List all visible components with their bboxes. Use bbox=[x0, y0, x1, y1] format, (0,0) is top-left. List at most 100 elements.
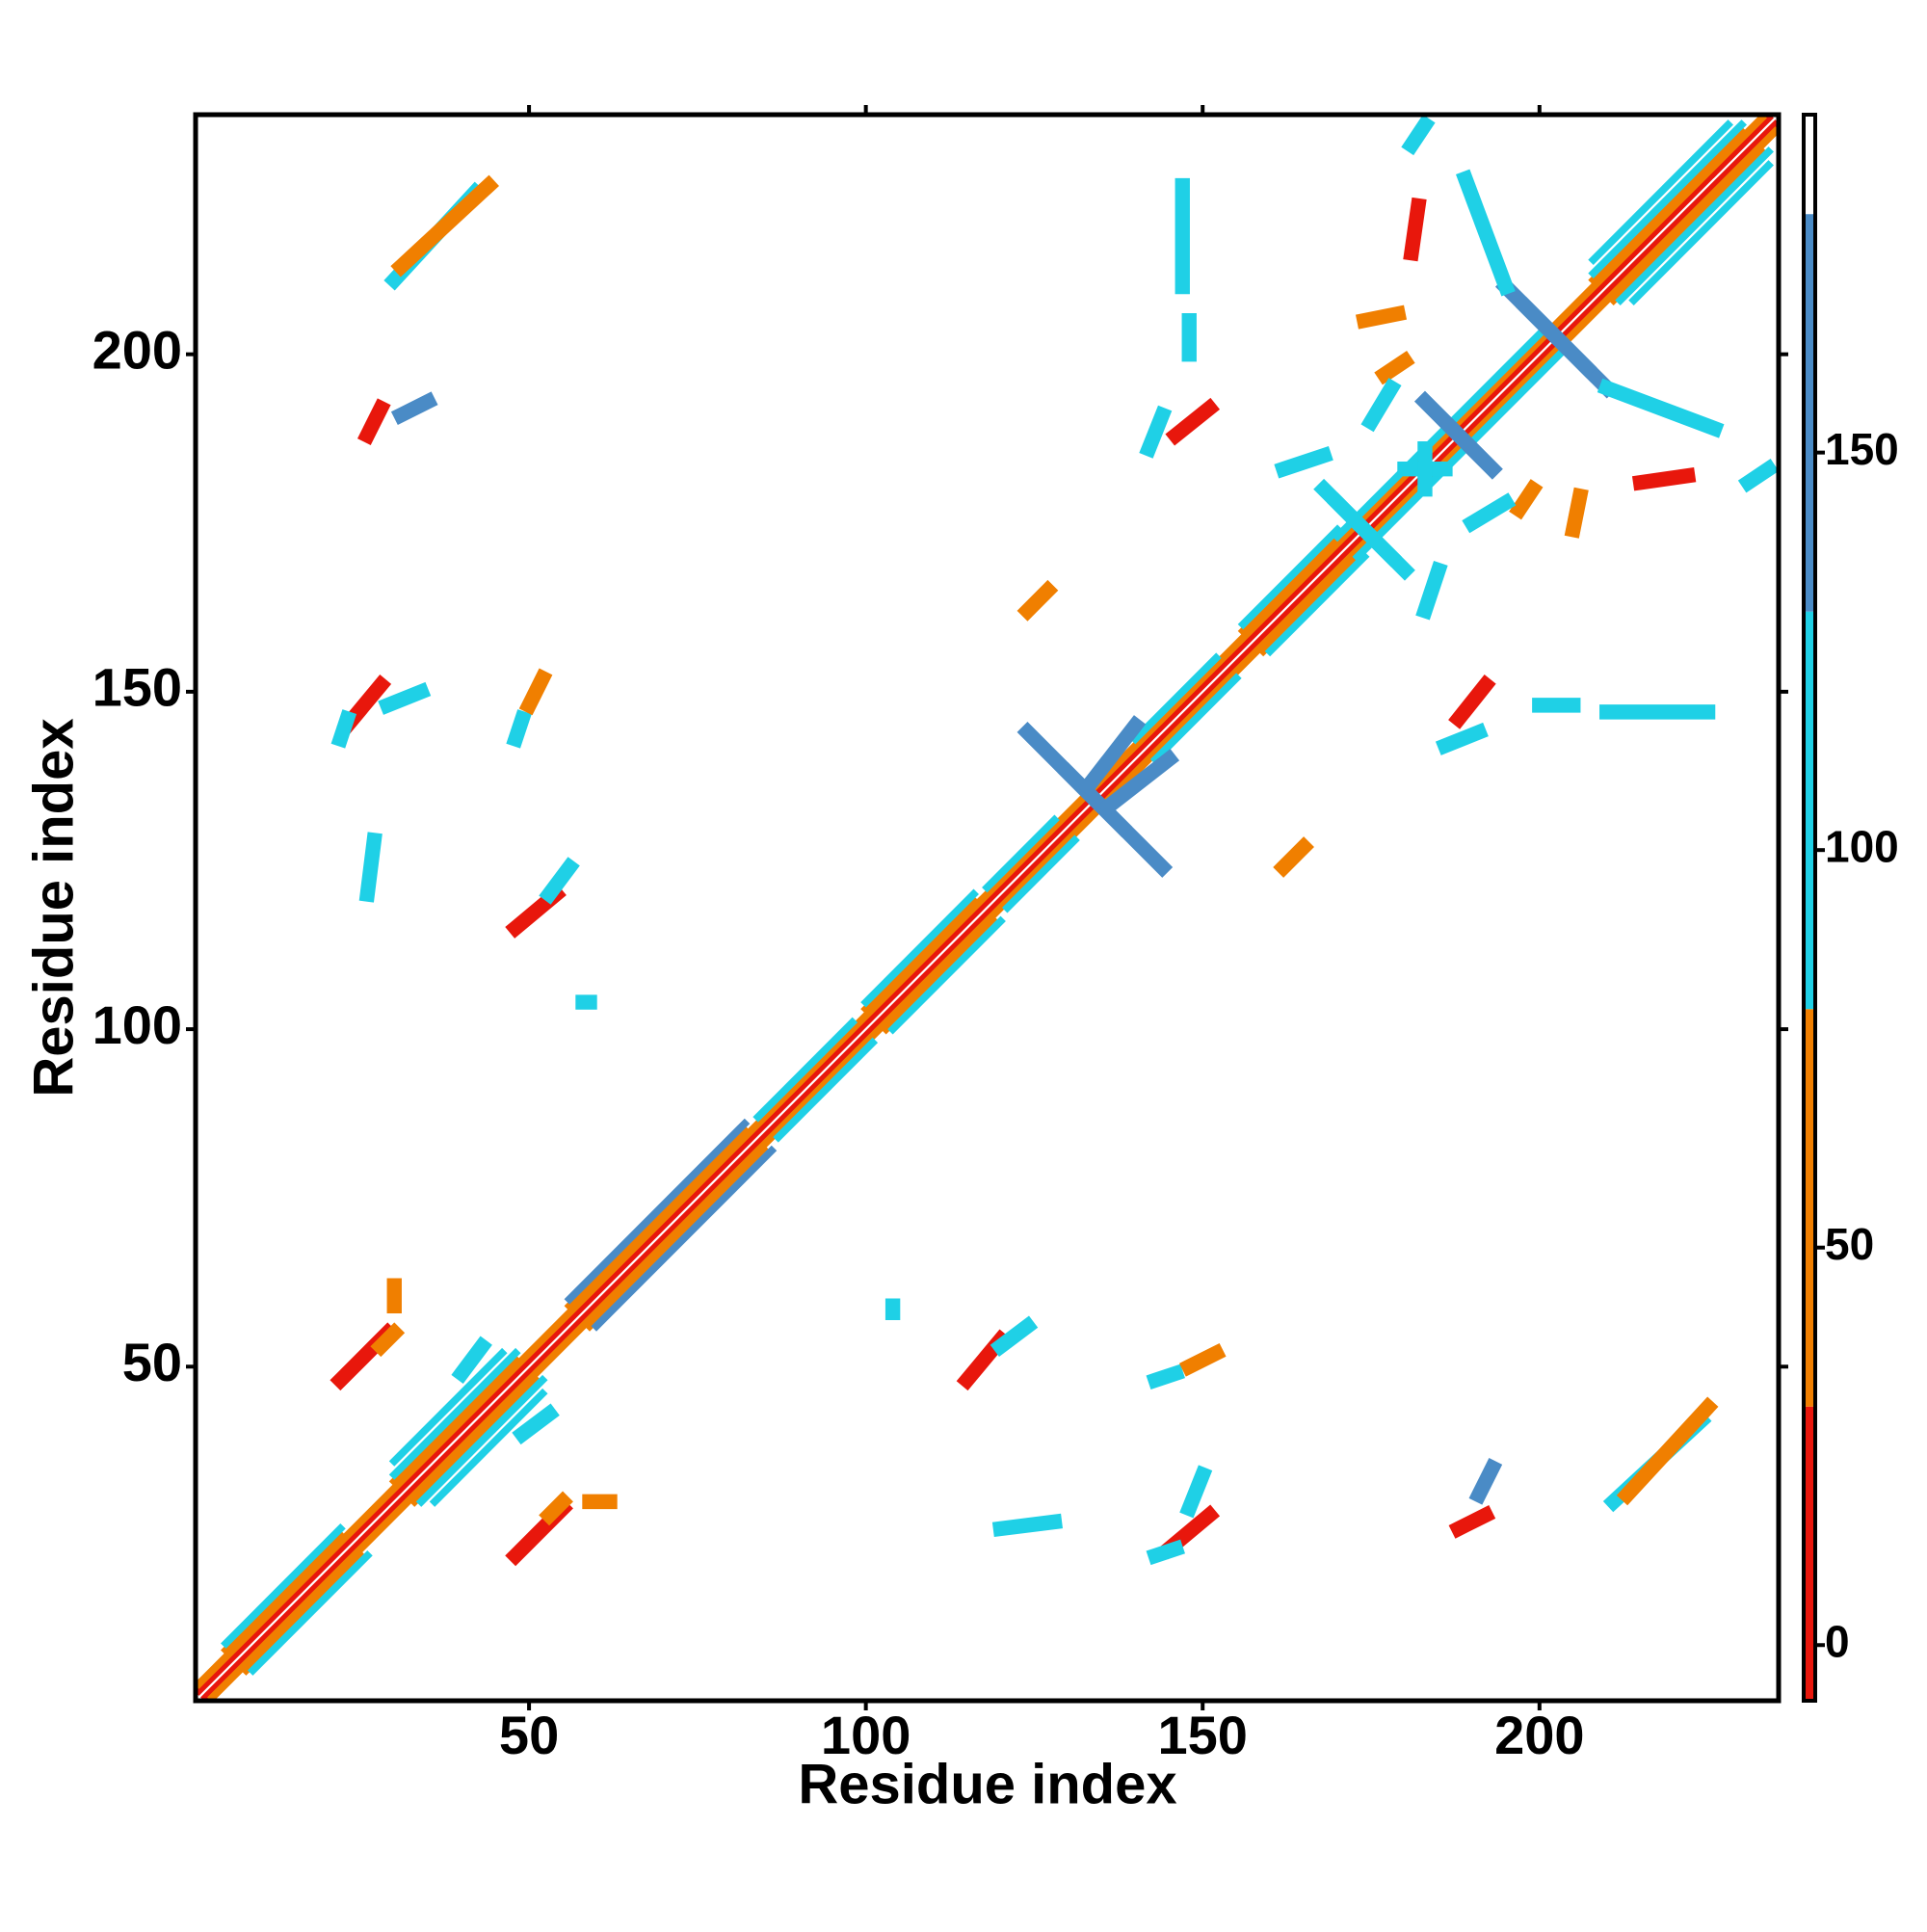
contact-patch bbox=[1468, 1458, 1503, 1505]
diagonal-band bbox=[1628, 160, 1774, 306]
contact-patch bbox=[1165, 397, 1221, 446]
contact-patch bbox=[1179, 1465, 1213, 1519]
y-tick-label: 100 bbox=[92, 994, 182, 1055]
contact-patch bbox=[1273, 836, 1314, 878]
contact-patch bbox=[356, 398, 391, 446]
diagonal-band bbox=[221, 1522, 346, 1649]
contact-patch bbox=[1462, 492, 1517, 534]
colorbar-segment bbox=[1804, 1009, 1815, 1407]
contact-patch bbox=[1435, 722, 1489, 755]
diagonal-band bbox=[1588, 119, 1747, 279]
contact-patch bbox=[1455, 169, 1516, 297]
contact-patch bbox=[1403, 197, 1427, 262]
diagonal-band bbox=[591, 1145, 778, 1332]
colorbar-tick-label: 0 bbox=[1825, 1616, 1850, 1666]
contact-patch bbox=[1274, 445, 1333, 479]
contact-patch bbox=[1374, 350, 1415, 385]
diagonal-band bbox=[752, 1017, 858, 1123]
contact-patch bbox=[1146, 1363, 1185, 1390]
diagonal-band bbox=[860, 895, 979, 1015]
contact-patch bbox=[1494, 276, 1597, 379]
contact-patch bbox=[1597, 378, 1725, 438]
diagonal-band bbox=[247, 1549, 373, 1676]
contact-patch bbox=[1097, 749, 1180, 817]
contact-patch bbox=[1355, 304, 1408, 330]
diagonal-band bbox=[1608, 146, 1767, 306]
diagonal-band bbox=[1002, 834, 1080, 913]
y-tick-label: 200 bbox=[92, 319, 182, 380]
colorbar-segment bbox=[1804, 115, 1815, 215]
contact-patch bbox=[1448, 675, 1496, 729]
contact-patch bbox=[539, 1491, 573, 1526]
contact-patch bbox=[390, 391, 438, 426]
diagonal-band bbox=[1149, 673, 1242, 765]
colorbar-tick-label: 50 bbox=[1825, 1219, 1874, 1269]
contact-patch bbox=[1448, 1505, 1496, 1539]
diagonal-band bbox=[388, 1347, 508, 1467]
contact-patch bbox=[358, 832, 383, 903]
contact-patch bbox=[1016, 579, 1059, 622]
diagonal-band bbox=[564, 1125, 751, 1311]
x-tick-label: 200 bbox=[1494, 1705, 1584, 1765]
contact-patch bbox=[378, 681, 432, 715]
diagonal-band bbox=[1129, 652, 1222, 745]
diagonal-band bbox=[1237, 524, 1343, 630]
diagonal-band bbox=[1588, 126, 1747, 286]
x-tick-label: 150 bbox=[1158, 1705, 1248, 1765]
contact-patch bbox=[1360, 378, 1402, 433]
contact-patch bbox=[539, 857, 580, 905]
contact-patch bbox=[390, 174, 499, 278]
diagonal-band bbox=[773, 1037, 879, 1143]
contact-patch bbox=[1415, 561, 1448, 621]
y-axis-title: Residue index bbox=[22, 718, 85, 1097]
y-tick-label: 50 bbox=[122, 1332, 182, 1392]
diagonal-band bbox=[881, 915, 999, 1035]
colorbar-tick-label: 100 bbox=[1825, 821, 1899, 871]
contact-patch bbox=[1414, 390, 1503, 480]
plot-border bbox=[193, 112, 1782, 1704]
diagonal-band bbox=[887, 915, 1006, 1035]
diagonal-band bbox=[196, 115, 1767, 1689]
diagonal-band bbox=[388, 1354, 521, 1487]
x-axis-title: Residue index bbox=[798, 1753, 1176, 1815]
contact-patch bbox=[1631, 467, 1697, 491]
contact-patch bbox=[506, 709, 532, 749]
diagonal-band bbox=[200, 119, 1779, 1701]
diagonal-band bbox=[196, 115, 1774, 1696]
contact-patch bbox=[1313, 478, 1402, 568]
contact-patch bbox=[451, 1336, 492, 1385]
diagonal-band bbox=[584, 1145, 771, 1332]
contact-patch bbox=[518, 668, 553, 716]
diagonal-band bbox=[1332, 329, 1545, 543]
contact-patch bbox=[1509, 479, 1544, 520]
colorbar-segment bbox=[1804, 611, 1815, 1010]
colorbar-segment bbox=[1804, 1406, 1815, 1701]
x-tick-label: 50 bbox=[499, 1705, 559, 1765]
contact-patch bbox=[1401, 115, 1436, 156]
contact-patch bbox=[1178, 1342, 1227, 1377]
diagonal-band bbox=[1237, 531, 1343, 637]
diagonal-band bbox=[388, 1347, 521, 1480]
y-tick-label: 150 bbox=[92, 657, 182, 718]
contact-patch bbox=[1616, 1396, 1719, 1506]
diagonal-band bbox=[1588, 119, 1734, 266]
contact-patch bbox=[991, 1513, 1064, 1537]
diagonal-band bbox=[564, 1118, 751, 1305]
diagonal-band bbox=[429, 1388, 548, 1507]
contact-patch bbox=[370, 1322, 406, 1358]
contact-patch bbox=[1077, 715, 1147, 797]
colorbar-border bbox=[1802, 113, 1817, 1703]
diagonal-band bbox=[221, 1529, 346, 1655]
diagonal-band bbox=[415, 1374, 548, 1507]
diagonal-band bbox=[409, 1374, 541, 1507]
contact-patch bbox=[1737, 459, 1779, 493]
contact-patch bbox=[1146, 1539, 1185, 1566]
heatmap-cells bbox=[196, 115, 1779, 1701]
diagonal-band bbox=[1615, 146, 1774, 306]
diagonal-band bbox=[860, 888, 979, 1008]
colorbar-tick-label: 150 bbox=[1825, 424, 1899, 474]
diagonal-band bbox=[1257, 551, 1363, 657]
contact-patch bbox=[330, 709, 357, 749]
diagonal-band bbox=[1264, 551, 1370, 657]
